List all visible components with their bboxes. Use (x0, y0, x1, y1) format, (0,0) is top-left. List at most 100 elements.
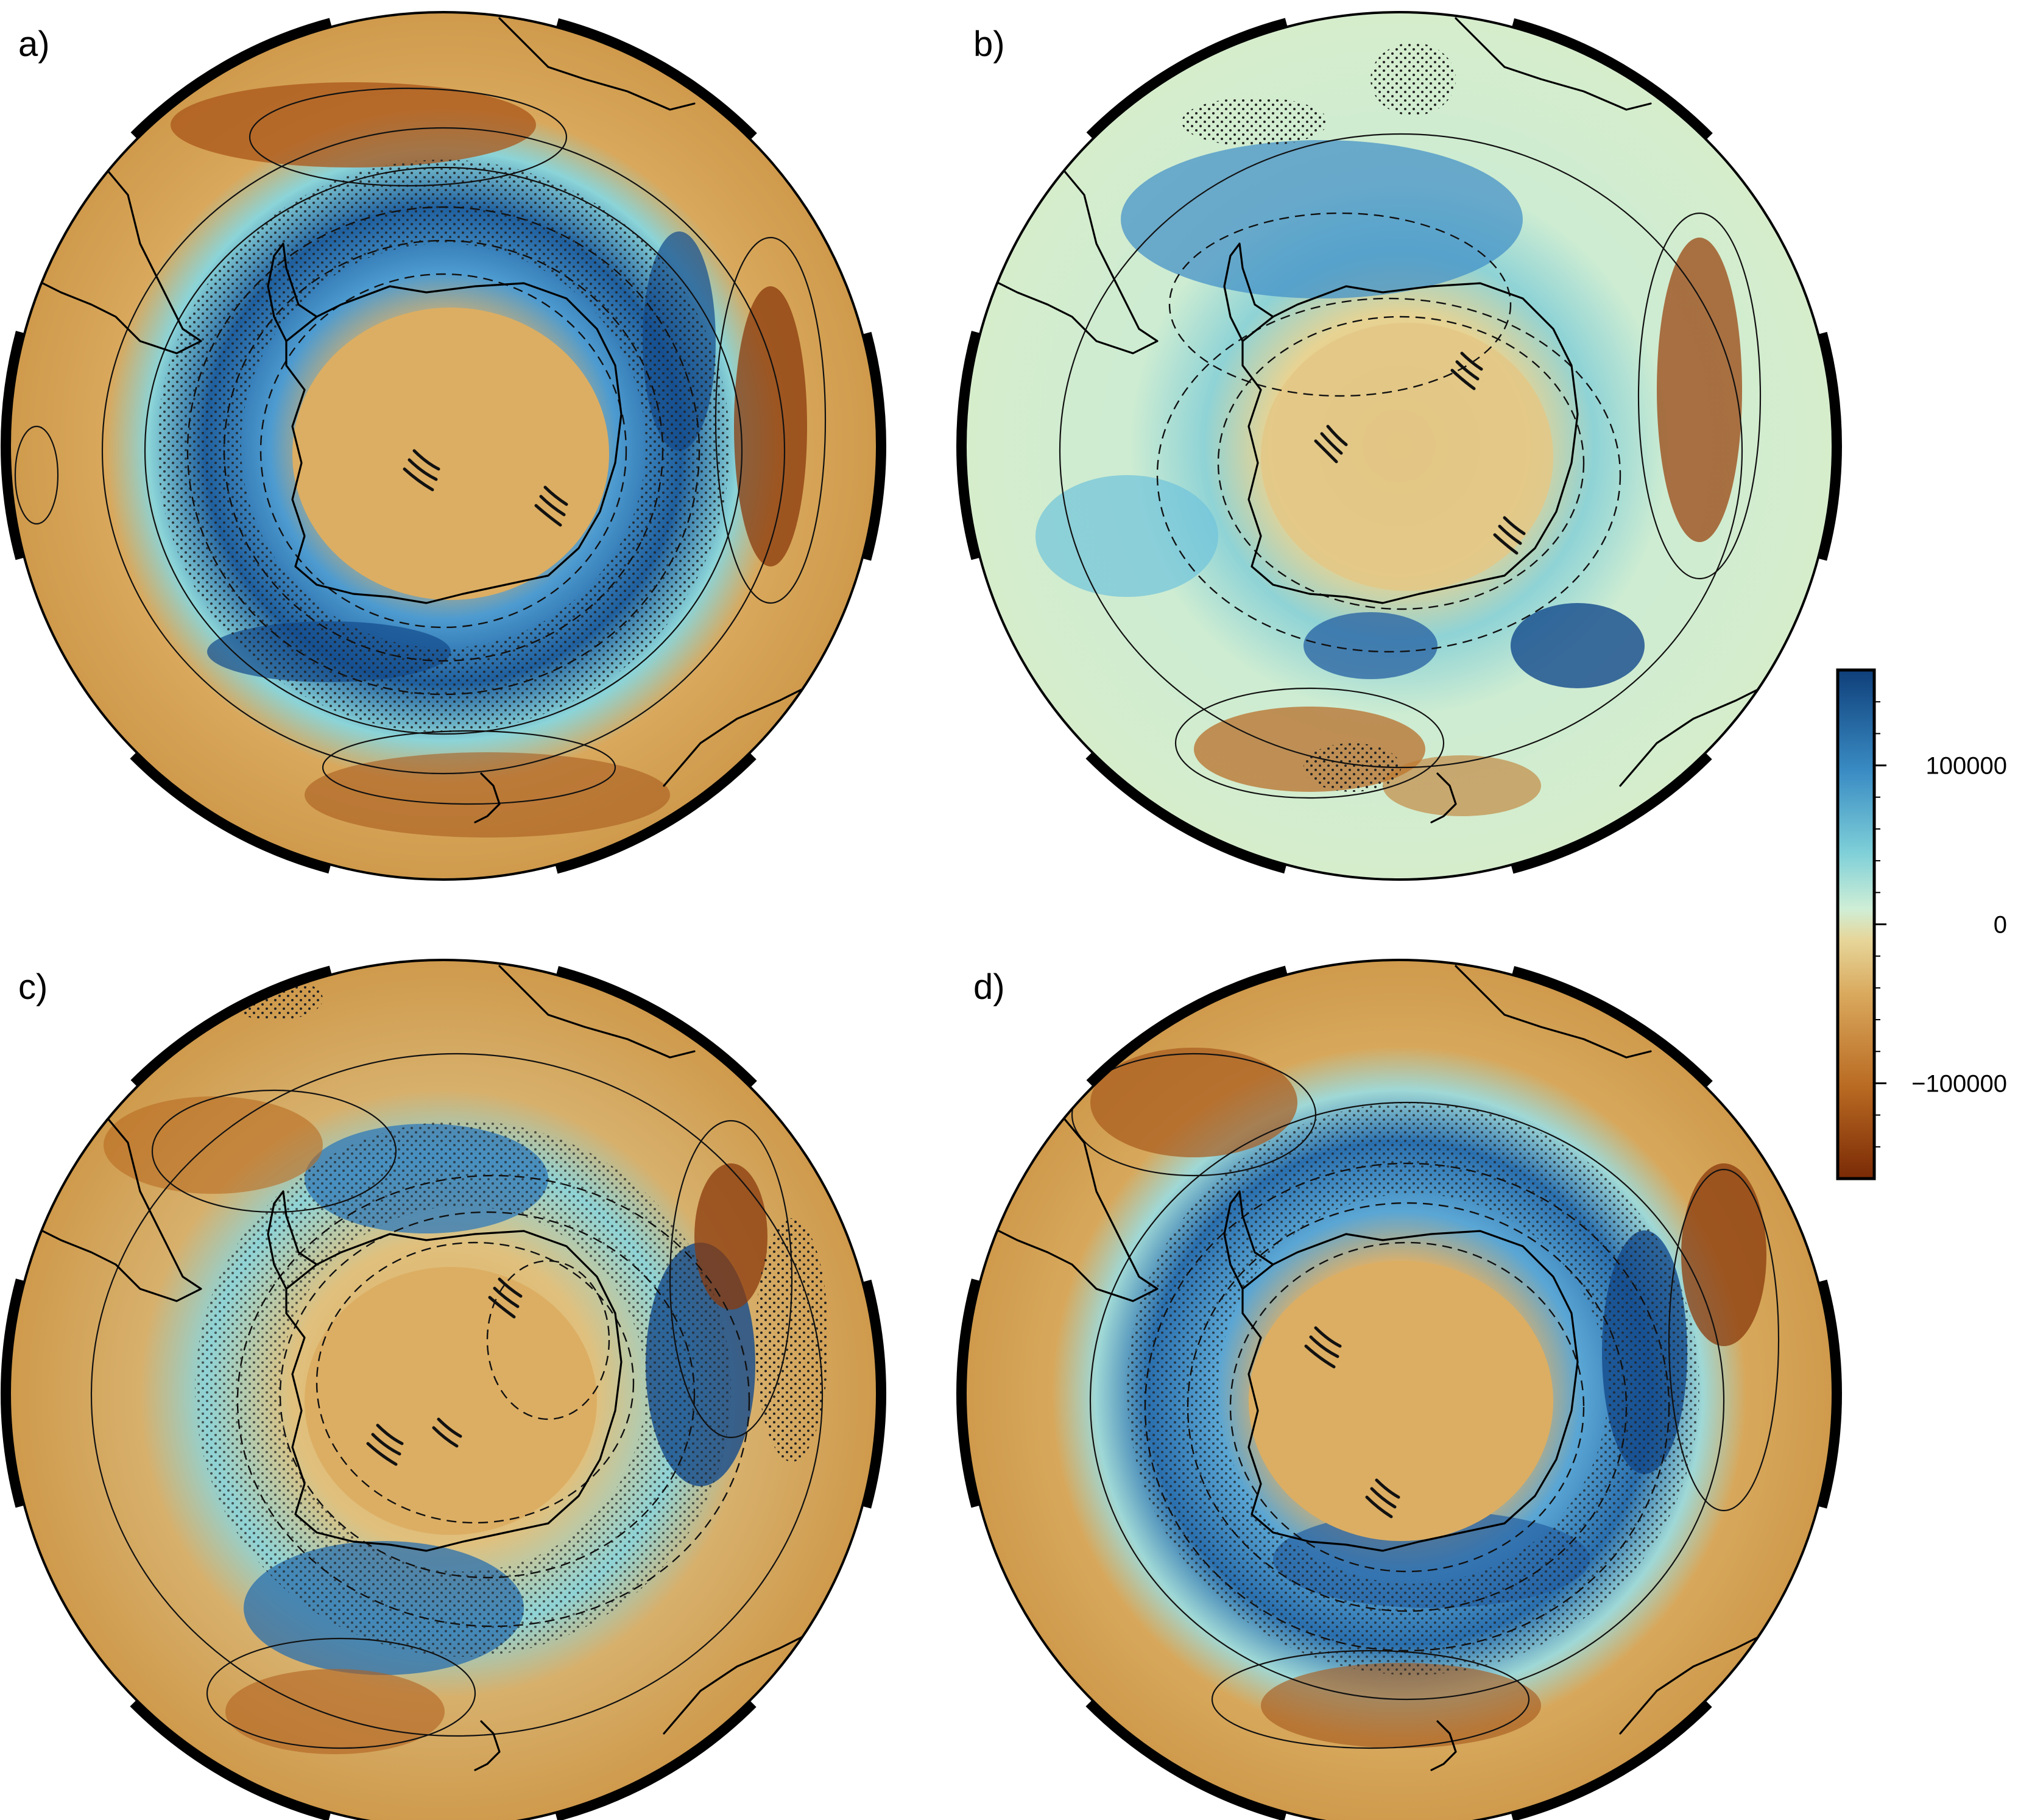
panel-b-anomaly-negative (1657, 238, 1742, 542)
panel-a-contour (14, 425, 59, 525)
panel-b-coastline-new-zealand (1430, 772, 1457, 824)
panel-b-anomaly-positive (1035, 475, 1218, 597)
colorbar-scale (1836, 668, 1876, 1180)
panel-c-stipple (755, 1218, 828, 1462)
panel-b-stipple (1304, 743, 1401, 792)
panel-b-contour (1637, 212, 1762, 580)
panel-a-contour (249, 87, 568, 187)
panel-c-coastline-africa (498, 965, 696, 1059)
panel-c-coastline-antarctica (285, 1230, 623, 1552)
panel-a-anomaly-negative (734, 286, 807, 566)
panel-d-contour (1187, 1202, 1628, 1612)
panel-d-contour (1144, 1162, 1670, 1652)
panel-b-contour (1174, 687, 1445, 799)
panel-c-stipple (195, 1121, 732, 1657)
colorbar-ticks (1874, 701, 1886, 1148)
panel-d-frame-ticks (956, 951, 1842, 1820)
panel-b-contour (1156, 297, 1621, 653)
panel-a-coastline-peninsula (267, 242, 318, 342)
panel-c-hatching (366, 1277, 523, 1466)
panel-a-anomaly-negative (305, 752, 670, 838)
panel-b-contour (1059, 133, 1743, 769)
panel-a-coastline-south-america (35, 157, 202, 354)
panel-a-contour (714, 236, 827, 604)
panel-d-anomaly-negative (1261, 1663, 1541, 1748)
panel-c-coastline-new-zealand (474, 1720, 501, 1771)
colorbar-tick-label: 100000 (1926, 753, 2007, 780)
colorbar-tick-label: −100000 (1911, 1070, 2007, 1097)
colorbar: 100000 0 −100000 (1836, 668, 2007, 1180)
panel-a-antarctica-interior (292, 308, 609, 600)
panel-d-coastline-new-zealand (1430, 1720, 1457, 1771)
panel-b-antarctica-interior (1261, 323, 1553, 591)
panel-b-frame-ticks (956, 3, 1842, 889)
panel-a-contour (186, 206, 700, 696)
panel-c-coastline-peninsula (267, 1190, 318, 1290)
panel-c-contour (236, 1174, 750, 1628)
panel-c-stipple (225, 978, 323, 1020)
panel-b-label: b) (973, 24, 1005, 64)
panel-b-frame (964, 11, 1834, 881)
panel-a-contour (144, 166, 743, 735)
panel-c-frame (9, 959, 878, 1820)
panel-a-hatching (403, 449, 568, 527)
panel-a-frame (9, 11, 878, 881)
panel-b-anomaly-negative (1383, 755, 1541, 816)
panel-b-contour (1168, 212, 1512, 397)
panel-b-anomaly-positive (1511, 603, 1645, 688)
panel-d-hatching (1304, 1326, 1400, 1518)
panel-d-contour (1071, 1053, 1317, 1177)
panel-a: a) (1, 3, 886, 889)
colorbar-tick-label: 0 (1994, 912, 2007, 939)
panel-a-contour (259, 273, 627, 629)
panel-c-coastline-south-america (35, 1105, 202, 1302)
panel-d-label: d) (973, 967, 1005, 1007)
panel-d-stipple (1127, 1102, 1700, 1675)
panel-c-contour (486, 1260, 610, 1420)
panel-a-anomaly-negative (171, 82, 536, 168)
panel-c-anomaly-negative (225, 1669, 445, 1754)
panel-c-antarctica-interior (305, 1267, 597, 1535)
panel-b: b) (956, 3, 1842, 889)
panel-b-coastline-south-america (992, 157, 1159, 354)
panel-c-anomaly-negative (694, 1163, 767, 1310)
panel-b-anomaly-positive (1304, 612, 1438, 679)
panel-d-coastline-peninsula (1223, 1190, 1274, 1290)
panel-b-coastline-peninsula (1223, 242, 1274, 342)
panel-c-contour (279, 1211, 696, 1579)
panel-d-coastline-south-america (992, 1105, 1159, 1302)
panel-d-frame (964, 959, 1834, 1820)
panel-a-contour (322, 730, 616, 805)
panel-c-frame-ticks (1, 951, 886, 1820)
panel-d-contour (1089, 1101, 1725, 1701)
panel-b-anomaly-positive (1121, 140, 1523, 298)
panel-b-contour (1217, 316, 1585, 610)
panel-d-antarctica-interior (1249, 1261, 1553, 1541)
panel-b-coastline-antarctica (1241, 282, 1579, 604)
panel-c: c) (1, 951, 886, 1820)
panel-a-frame-ticks (1, 3, 886, 889)
panel-d-contour (1668, 1168, 1780, 1512)
panel-d: d) (956, 951, 1842, 1820)
panel-d-contour (1229, 1241, 1585, 1573)
panel-d-contour (1211, 1649, 1530, 1749)
panel-c-contour (151, 1089, 397, 1213)
panel-b-coastline-africa (1455, 17, 1652, 111)
panel-c-contour (669, 1120, 793, 1439)
panel-a-coastline-africa (498, 17, 696, 111)
panel-a-label: a) (18, 24, 50, 64)
panel-c-contour (316, 1241, 635, 1524)
panel-d-coastline-africa (1455, 965, 1652, 1059)
panel-a-coastline-antarctica (285, 282, 623, 604)
panel-b-stipple (1371, 43, 1456, 116)
panel-a-stipple (157, 160, 730, 732)
panel-d-anomaly-negative (1681, 1163, 1766, 1346)
panel-b-stipple (1182, 97, 1328, 146)
panel-b-hatching (1314, 351, 1526, 555)
panel-c-label: c) (18, 967, 48, 1007)
panel-a-contour (223, 239, 664, 662)
panel-d-coastline-antarctica (1241, 1230, 1579, 1552)
panel-a-contour (101, 127, 786, 775)
panel-c-contour (90, 1053, 824, 1737)
